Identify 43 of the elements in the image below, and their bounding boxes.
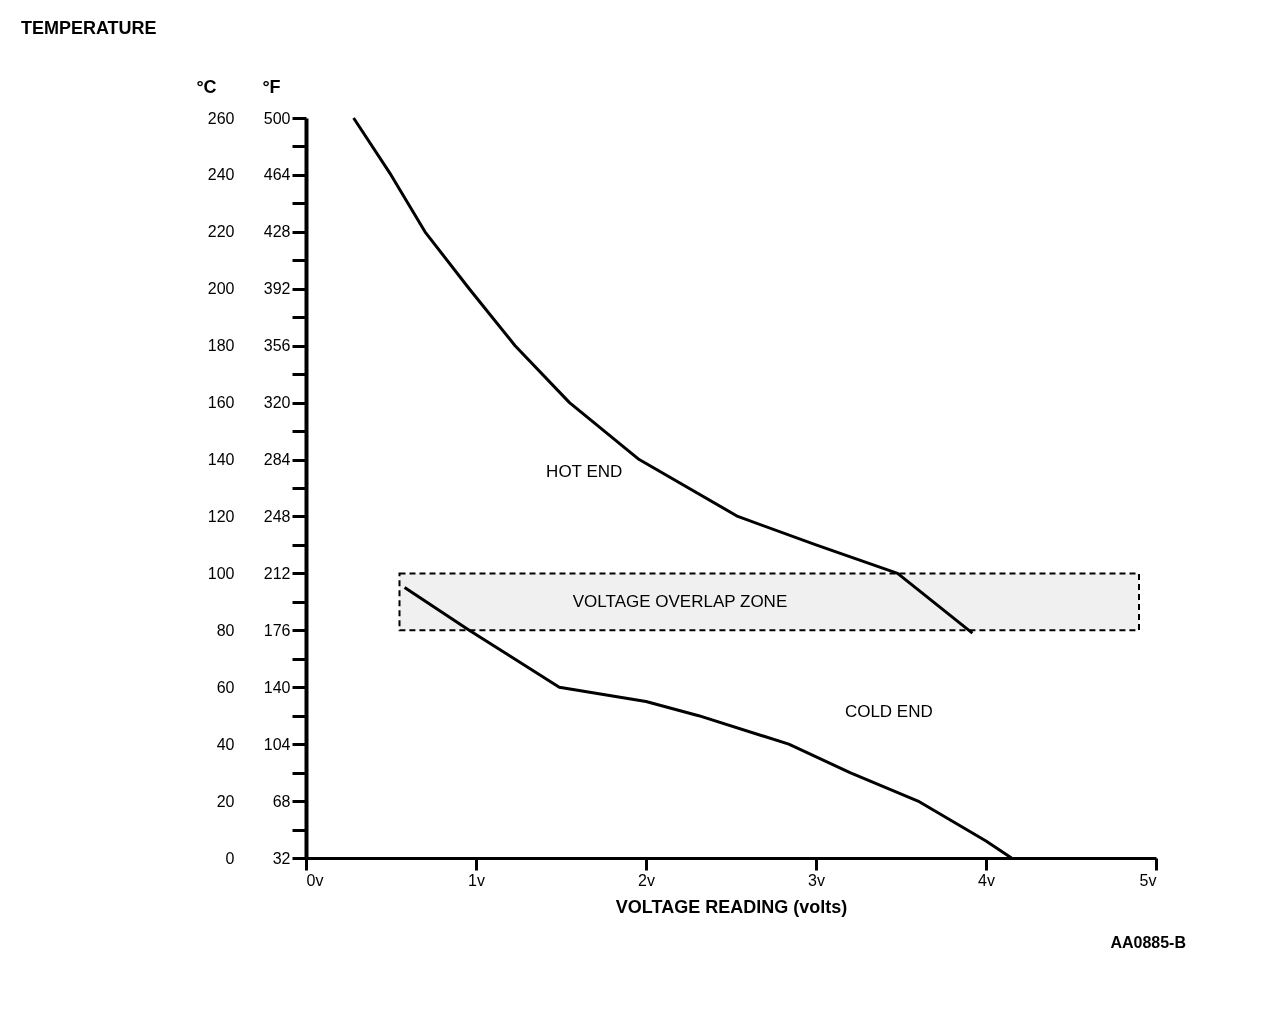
x-tick-label: 4v [978,871,995,889]
y2-tick-label: 212 [263,564,291,582]
y-tick-label: 0 [225,849,235,867]
y-axis-title: °C [196,76,217,97]
line-series [352,116,974,635]
y2-tick-label: 176 [263,621,291,639]
series-label: HOT END [546,461,623,481]
y-tick-label: 120 [207,507,235,525]
y-tick-label: 60 [216,678,235,696]
y2-tick-label: 248 [263,507,291,525]
x-axis-title: VOLTAGE READING (volts) [615,896,848,917]
y2-tick-label: 284 [263,451,291,469]
text: COLD END [844,702,933,722]
y-tick-label: 160 [207,394,235,412]
band-label: VOLTAGE OVERLAP ZONE [572,591,788,611]
y-tick-label: 200 [207,280,235,298]
y2-tick-label: 356 [263,337,291,355]
y-tick-label: 40 [216,735,235,753]
y-tick-label: 100 [207,564,235,582]
y2-tick-label: 32 [272,849,291,867]
y-tick-label: 260 [207,109,235,127]
y-tick-label: 140 [207,451,235,469]
y-tick-label: 20 [216,792,235,810]
y2-axis-title: °F [262,76,281,97]
y2-tick-label: 464 [263,166,291,184]
y2-tick-label: 320 [263,394,291,412]
x-tick-label: 2v [638,871,655,889]
y2-tick-label: 428 [263,223,291,241]
y2-tick-label: 68 [272,792,291,810]
y-tick-label: 220 [207,223,235,241]
x-tick-label: 3v [808,871,825,889]
y-tick-label: 80 [216,621,235,639]
y-tick-label: 180 [207,337,235,355]
y2-tick-label: 104 [263,735,291,753]
x-tick-label: 5v [1139,871,1157,889]
x-tick-label: 0v [306,871,324,889]
x-tick-label: 1v [468,871,485,889]
text: TEMPERATURE [20,18,157,38]
y2-tick-label: 140 [263,678,291,696]
y-tick-label: 240 [207,166,235,184]
text: AA0885-B [1110,934,1186,951]
y2-tick-label: 392 [263,280,291,298]
y2-tick-label: 500 [263,109,291,127]
